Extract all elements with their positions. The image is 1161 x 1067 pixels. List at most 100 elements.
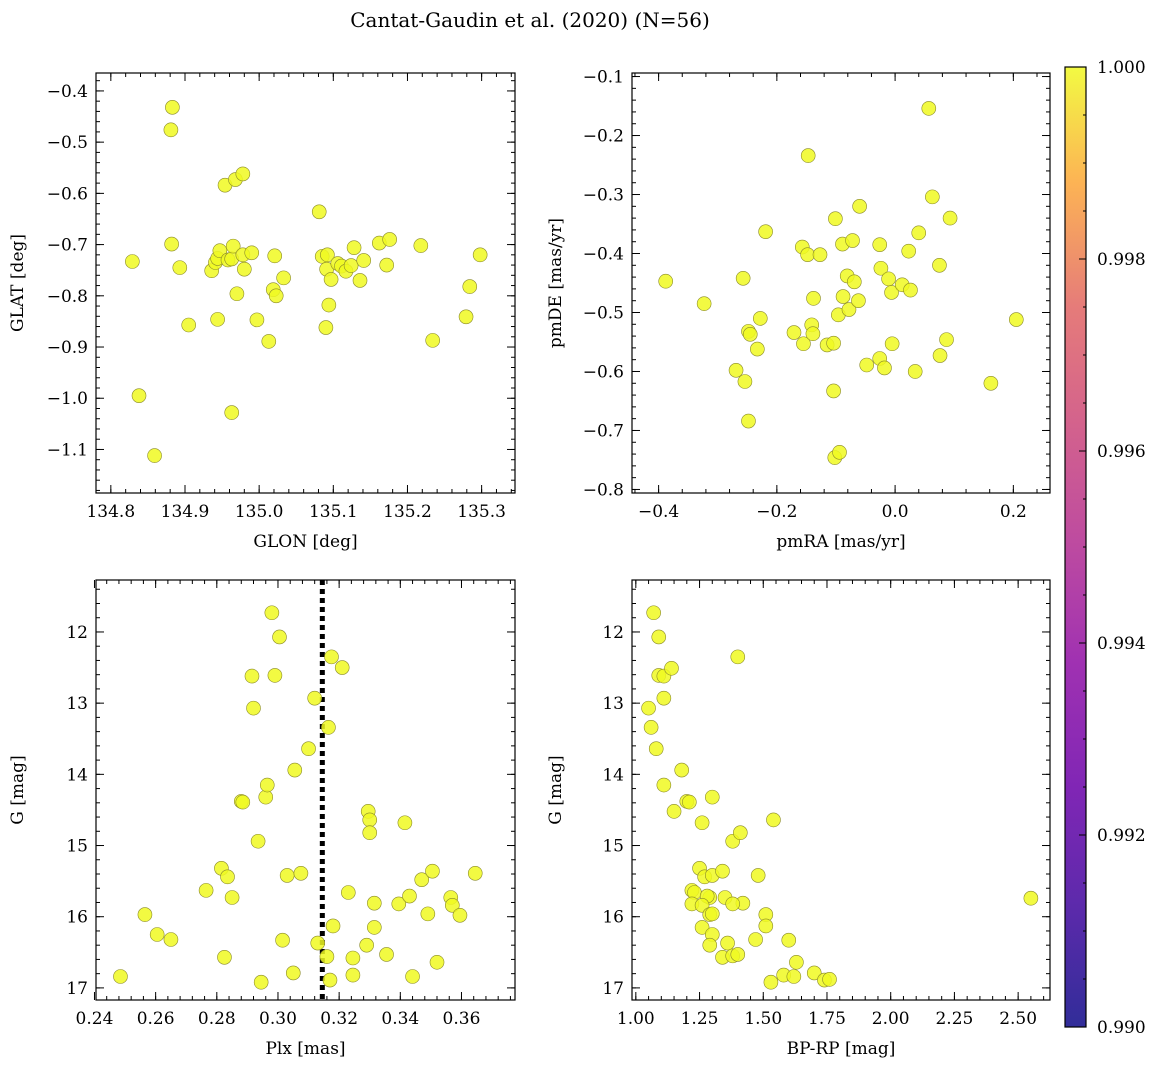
data-point <box>301 741 316 757</box>
data-point <box>246 700 261 716</box>
x-tick-label: 135.1 <box>309 502 358 522</box>
data-point <box>881 271 896 287</box>
data-point <box>318 320 334 335</box>
data-point <box>125 254 140 269</box>
y-tick-label: 14 <box>66 765 88 785</box>
data-point <box>748 932 763 947</box>
data-point <box>293 865 309 881</box>
data-point <box>786 969 802 984</box>
data-point <box>826 335 841 351</box>
data-point <box>786 325 802 340</box>
data-point <box>921 101 937 116</box>
x-tick-label: 2.50 <box>999 1009 1037 1029</box>
data-point <box>462 279 478 294</box>
data-point <box>1023 890 1039 906</box>
data-point <box>352 273 368 288</box>
data-point <box>217 949 232 965</box>
y-tick-label: 12 <box>66 623 88 643</box>
y-tick-label: 13 <box>602 694 624 714</box>
data-point <box>264 605 280 621</box>
y-tick-label: −0.3 <box>583 186 624 206</box>
data-point <box>229 286 245 302</box>
data-point <box>382 232 397 247</box>
data-point <box>939 332 954 347</box>
x-tick-label: 0.28 <box>198 1009 236 1029</box>
data-point <box>832 444 847 460</box>
data-point <box>362 825 378 841</box>
data-point <box>737 374 753 389</box>
data-point <box>641 700 656 716</box>
data-point <box>235 166 251 182</box>
data-point <box>835 289 851 304</box>
data-point <box>310 935 326 951</box>
data-point <box>276 270 291 286</box>
data-point <box>826 383 841 399</box>
colorbar-tick-label: 0.992 <box>1097 826 1146 846</box>
data-point <box>781 932 797 948</box>
data-point <box>901 243 916 259</box>
x-tick-label: 0.36 <box>443 1009 481 1029</box>
data-point <box>859 357 875 373</box>
data-point <box>812 247 828 262</box>
x-tick-label: 135.3 <box>457 502 506 522</box>
data-point <box>356 253 372 268</box>
data-point <box>237 261 252 277</box>
data-point <box>735 270 751 286</box>
data-point <box>841 302 857 317</box>
data-point <box>715 863 730 879</box>
data-point <box>877 360 892 376</box>
subplots: 134.8 134.9 135.0 135.1 135.2 135.3−0.4−0.5−0… <box>8 68 1051 1059</box>
data-point <box>733 825 748 841</box>
data-point <box>458 309 474 325</box>
data-point <box>147 448 162 463</box>
y-tick-label: −0.6 <box>47 184 88 204</box>
y-axis-label: G [mag] <box>8 755 28 824</box>
colorbar-gradient <box>1065 67 1086 1027</box>
data-point <box>244 245 260 261</box>
data-point <box>752 311 768 326</box>
data-point <box>720 935 735 951</box>
y-tick-label: 16 <box>66 908 88 928</box>
y-tick-label: −0.8 <box>47 287 88 307</box>
x-tick-label: 0.24 <box>76 1009 114 1029</box>
data-point <box>789 954 804 970</box>
pm-panel: −0.4 −0.2 0.0 0.2 −0.1 −0.2 −0.3 −0.4 −0.5 −0.6 −0… <box>546 68 1051 552</box>
data-point <box>725 896 740 912</box>
data-point <box>224 890 240 905</box>
data-point <box>402 888 417 904</box>
y-tick-label: 12 <box>602 623 624 643</box>
y-tick-label: −0.5 <box>47 133 88 153</box>
data-point <box>343 258 359 273</box>
x-tick-label: −0.4 <box>638 502 679 522</box>
data-point <box>666 804 682 819</box>
data-point <box>766 812 781 828</box>
data-point <box>472 247 488 263</box>
data-point <box>258 789 274 805</box>
data-point <box>391 896 407 912</box>
y-tick-label: −0.4 <box>583 245 624 265</box>
data-point <box>212 243 228 259</box>
y-tick-label: −0.1 <box>583 68 624 88</box>
data-point <box>750 868 766 883</box>
data-point <box>249 312 265 328</box>
data-point <box>345 967 361 983</box>
data-point <box>379 947 394 962</box>
colorbar-tick-label: 0.990 <box>1097 1018 1146 1038</box>
data-point <box>696 296 712 311</box>
data-point <box>261 334 277 349</box>
data-point <box>648 741 664 757</box>
data-point <box>163 932 179 947</box>
data-point <box>796 336 811 352</box>
data-point <box>345 950 361 966</box>
data-point <box>322 972 338 988</box>
data-point <box>362 812 378 828</box>
data-point <box>267 248 283 264</box>
data-point <box>704 906 720 922</box>
x-tick-label: 1.50 <box>744 1009 782 1029</box>
data-point <box>452 907 468 923</box>
data-point <box>903 282 918 298</box>
data-point <box>651 629 667 645</box>
data-point <box>181 317 196 333</box>
x-tick-label: 0.2 <box>1000 502 1027 522</box>
y-tick-label: 14 <box>602 765 624 785</box>
